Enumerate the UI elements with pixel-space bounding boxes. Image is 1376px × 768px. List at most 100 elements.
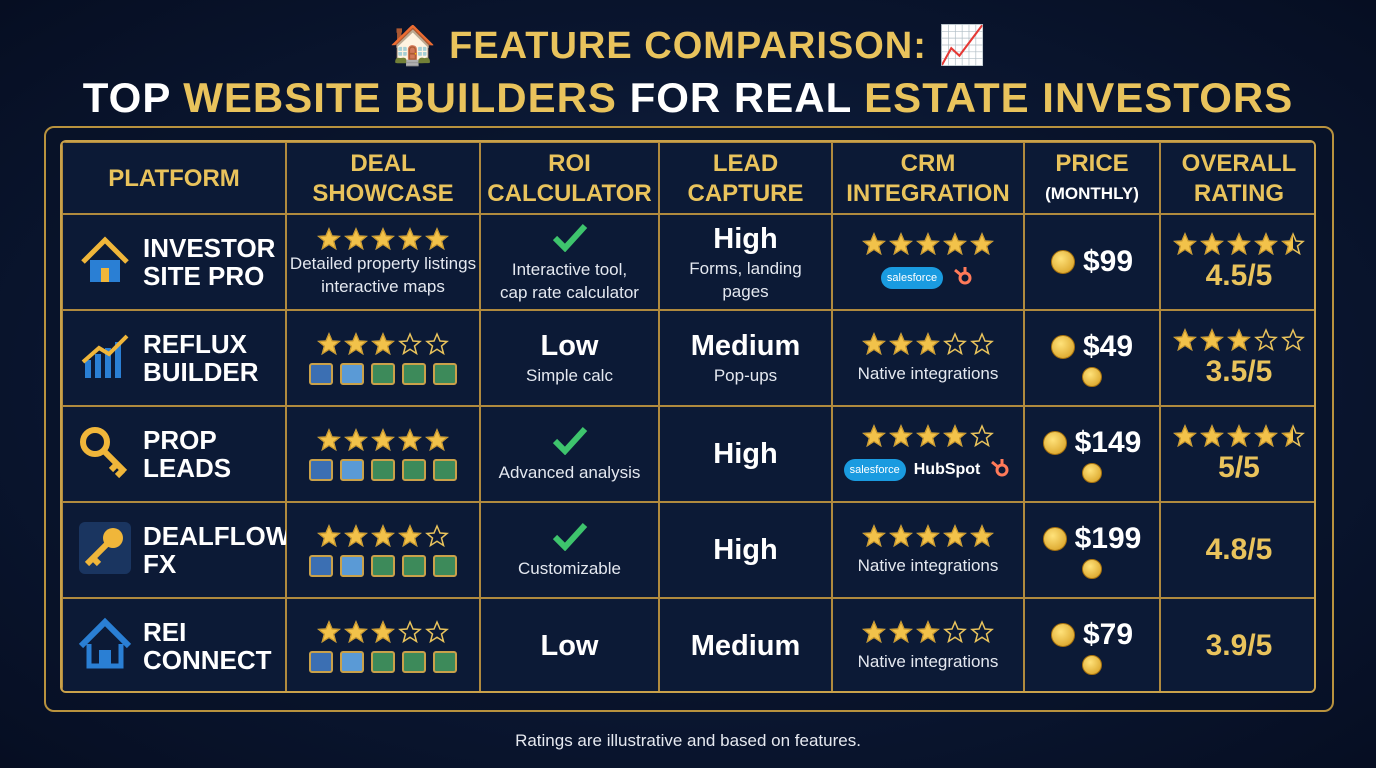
roi-desc: Simple calc — [526, 366, 613, 385]
star — [425, 227, 449, 251]
star-rating — [317, 427, 449, 452]
star — [1227, 423, 1251, 448]
coin — [1082, 654, 1102, 675]
price-row: $149 — [1042, 426, 1141, 460]
star — [371, 523, 395, 548]
star — [1200, 231, 1224, 256]
star — [398, 227, 422, 251]
crm-desc: Native integrations — [857, 556, 999, 575]
lead-level: High — [713, 437, 778, 470]
star — [916, 423, 940, 448]
header-cell: ROI CALCULATOR — [480, 142, 659, 214]
header-label: ROI — [548, 149, 591, 177]
check-icon — [551, 222, 589, 257]
check-icon — [551, 425, 589, 460]
star — [1173, 423, 1197, 448]
price: $199 — [1074, 521, 1142, 555]
crm-logos: salesforce HubSpot — [843, 456, 1013, 485]
star-rating — [1173, 327, 1305, 352]
deal-desc: Detailed property listings — [289, 254, 477, 273]
star — [1281, 327, 1305, 352]
star — [317, 619, 341, 644]
price-row: $99 — [1050, 245, 1133, 279]
platform-name: REFLUX BUILDER — [143, 330, 259, 386]
rating-label: 3.9/5 — [1205, 629, 1273, 662]
star — [970, 620, 994, 644]
header-sub: (MONTHLY) — [1045, 183, 1139, 203]
header-label: RATING — [1193, 179, 1285, 207]
roi-desc: Interactive tool, — [511, 259, 628, 279]
title-segment: WEBSITE BUILDERS — [183, 74, 617, 121]
star — [889, 332, 913, 356]
thumbnails — [309, 362, 457, 385]
star — [889, 524, 913, 548]
star — [344, 427, 368, 452]
star — [1254, 423, 1278, 448]
platform-cell: REFLUX BUILDER — [62, 310, 286, 406]
header-label: DEAL — [350, 149, 416, 177]
header-cell: PRICE (MONTHLY) — [1024, 142, 1160, 214]
star — [889, 620, 913, 644]
platform-icon — [77, 424, 133, 485]
star-rating — [317, 227, 449, 251]
lead-cell: High Forms, landing pages — [659, 214, 832, 310]
lead-cell: High — [659, 406, 832, 502]
star — [344, 331, 368, 356]
star — [916, 620, 940, 644]
star — [862, 620, 886, 644]
star — [425, 523, 449, 548]
thumbnail — [433, 554, 457, 577]
star — [943, 524, 967, 548]
star-rating — [317, 619, 449, 644]
star — [1173, 231, 1197, 256]
roi-desc: Advanced analysis — [498, 463, 641, 482]
platform-cell: REI CONNECT — [62, 598, 286, 691]
star — [916, 524, 940, 548]
roi-cell: Low — [480, 598, 659, 691]
thumbnail — [309, 362, 333, 385]
star — [916, 231, 940, 256]
coin — [1050, 250, 1075, 274]
title-line-2: TOP WEBSITE BUILDERS FOR REAL ESTATE INV… — [0, 74, 1376, 122]
crm-cell: Native integrations — [832, 310, 1024, 406]
star — [889, 231, 913, 256]
roi-cell: Customizable — [480, 502, 659, 598]
rating-label: 4.8/5 — [1205, 533, 1273, 566]
star-rating — [1173, 231, 1305, 256]
deal-cell — [286, 310, 480, 406]
thumbnail — [433, 650, 457, 673]
crm-logo: HubSpot — [913, 461, 981, 478]
price-row: $79 — [1050, 617, 1134, 652]
price: $79 — [1082, 617, 1134, 651]
header-cell: OVERALL RATING — [1160, 142, 1314, 214]
price: $49 — [1082, 329, 1134, 363]
star — [1200, 327, 1224, 352]
rating-cell: 4.5/5 — [1160, 214, 1314, 310]
roi-desc: cap rate calculator — [500, 282, 639, 302]
star — [317, 427, 341, 452]
price-cell: $99 — [1024, 214, 1160, 310]
coin — [1050, 334, 1075, 359]
thumbnail — [371, 650, 395, 673]
crm-logos: salesforce — [880, 264, 975, 293]
star-rating — [862, 231, 994, 256]
platform-icon — [77, 520, 133, 581]
price-row: $49 — [1050, 329, 1134, 364]
star — [398, 427, 422, 452]
title-text: FEATURE COMPARISON: — [449, 25, 927, 67]
rating-label: 3.5/5 — [1205, 354, 1273, 388]
platform-name: REI CONNECT — [143, 618, 272, 674]
thumbnails — [309, 554, 457, 577]
star-rating — [862, 524, 994, 548]
star — [862, 423, 886, 448]
star — [943, 231, 967, 256]
star — [1254, 327, 1278, 352]
platform-cell: INVESTOR SITE PRO — [62, 214, 286, 310]
platform-name-line: FX — [143, 549, 177, 579]
coin — [1050, 622, 1075, 647]
thumbnail — [309, 458, 333, 481]
header-cell: DEAL SHOWCASE — [286, 142, 480, 214]
star — [371, 619, 395, 644]
star — [344, 619, 368, 644]
header-cell: PLATFORM — [62, 142, 286, 214]
